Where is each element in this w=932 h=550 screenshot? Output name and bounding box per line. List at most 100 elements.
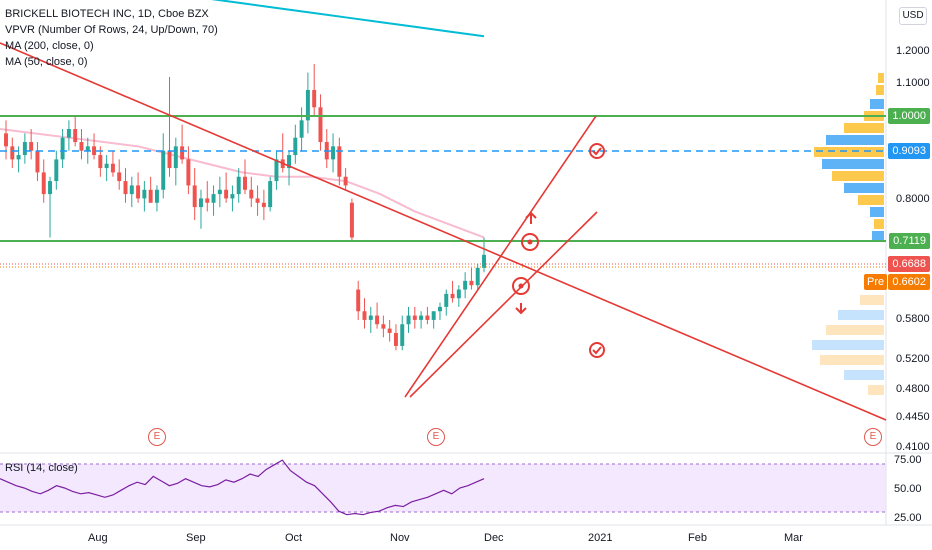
vpvr-bar — [822, 159, 884, 169]
support-price-label: 0.7119 — [889, 233, 930, 249]
candle-body — [268, 181, 273, 208]
candle-body — [431, 311, 436, 320]
candle-body — [387, 328, 392, 333]
rsi-tick: 25.00 — [894, 512, 922, 524]
candle-body — [161, 150, 166, 190]
candle-body — [110, 163, 115, 173]
time-tick: Mar — [784, 532, 803, 544]
channel-lower-line[interactable] — [409, 211, 598, 398]
price-tick: 1.2000 — [896, 45, 930, 57]
candle-body — [224, 189, 229, 199]
arrow-up-icon[interactable] — [525, 211, 537, 224]
rsi-line — [0, 459, 485, 516]
candle-body — [92, 146, 97, 156]
premarket-tag: Pre — [864, 274, 888, 290]
premarket-price-label: 0.6602 — [888, 274, 930, 290]
time-tick: 2021 — [588, 532, 612, 544]
candle-body — [331, 146, 336, 160]
candle-body — [211, 194, 216, 203]
candle-body — [475, 267, 480, 286]
price-tick: 0.8000 — [896, 193, 930, 205]
check-circle-icon[interactable] — [589, 143, 605, 159]
candle-body — [16, 155, 21, 160]
candle-body — [29, 142, 34, 151]
candle-body — [48, 181, 53, 195]
candle-body — [10, 146, 15, 160]
candle-body — [412, 315, 417, 320]
time-tick: Aug — [88, 532, 108, 544]
breakdown-target-icon[interactable] — [512, 277, 530, 295]
candle-body — [167, 150, 172, 169]
breakout-target-icon[interactable] — [521, 233, 539, 251]
candle-body — [287, 155, 292, 169]
candle-body — [362, 311, 367, 320]
symbol-title[interactable]: BRICKELL BIOTECH INC, 1D, Cboe BZX — [5, 8, 209, 20]
price-tick: 0.5800 — [896, 313, 930, 325]
price-axis[interactable]: 1.2000 1.1000 0.8000 0.5800 0.5200 0.480… — [896, 45, 930, 453]
candle-body — [425, 315, 430, 320]
vpvr-bar — [870, 207, 884, 217]
time-tick: Dec — [484, 532, 504, 544]
candle-body — [4, 133, 8, 147]
candle-body — [148, 189, 153, 203]
candle-body — [73, 129, 78, 143]
ma50-line — [0, 128, 485, 239]
candle-body — [243, 176, 247, 190]
last-price-label: 0.6688 — [888, 256, 930, 272]
candle-body — [236, 176, 241, 195]
currency-button[interactable]: USD — [899, 7, 927, 25]
candle-body — [463, 280, 468, 290]
vpvr-bar — [838, 310, 884, 320]
candle-body — [305, 89, 310, 121]
time-axis[interactable]: Aug Sep Oct Nov Dec 2021 Feb Mar — [88, 532, 803, 544]
main-pane[interactable] — [0, 0, 886, 453]
price-tick: 0.4100 — [896, 441, 930, 453]
candle-body — [400, 324, 405, 346]
earnings-icon[interactable]: E — [427, 428, 445, 446]
rsi-tick: 50.00 — [894, 483, 922, 495]
candle-body — [22, 142, 27, 156]
candle-body — [356, 289, 361, 312]
candle-body — [66, 129, 71, 138]
vpvr-bar — [844, 183, 884, 193]
candle-body — [274, 159, 279, 182]
candle-body — [117, 172, 122, 182]
resistance-price-label: 1.0000 — [888, 108, 930, 124]
earnings-icon[interactable]: E — [864, 428, 882, 446]
candle-body — [35, 150, 40, 173]
arrow-down-icon[interactable] — [515, 303, 527, 315]
moving-averages — [0, 0, 485, 239]
vpvr-bar — [844, 370, 884, 380]
vpvr-legend[interactable]: VPVR (Number Of Rows, 24, Up/Down, 70) — [5, 24, 218, 36]
rsi-legend[interactable]: RSI (14, close) — [5, 462, 78, 474]
vpvr-bar — [878, 73, 884, 83]
candle-body — [129, 185, 134, 195]
ma50-legend[interactable]: MA (50, close, 0) — [5, 56, 88, 68]
candle-body — [173, 146, 178, 169]
candle-body — [469, 280, 474, 286]
ma200-legend[interactable]: MA (200, close, 0) — [5, 40, 94, 52]
time-tick: Sep — [186, 532, 206, 544]
candle-body — [349, 202, 354, 238]
candle-body — [41, 172, 46, 195]
rsi-axis[interactable]: 75.00 50.00 25.00 — [894, 454, 922, 524]
check-circle-icon[interactable] — [589, 342, 605, 358]
vpvr-bar — [826, 325, 884, 335]
candle-body — [136, 185, 141, 199]
candle-body — [249, 189, 254, 199]
channel-upper-line[interactable] — [404, 115, 597, 398]
candlesticks — [4, 63, 486, 351]
candle-body — [456, 289, 461, 299]
downtrend-line[interactable] — [0, 42, 887, 421]
candle-body — [79, 142, 84, 151]
dashed-price-label: 0.9093 — [888, 143, 930, 159]
vpvr-bar — [872, 231, 884, 241]
vpvr-histogram — [812, 73, 884, 395]
earnings-icon[interactable]: E — [148, 428, 166, 446]
candle-body — [337, 146, 342, 177]
candle-body — [299, 120, 304, 138]
price-tick: 0.4450 — [896, 411, 930, 423]
vpvr-bar — [832, 171, 884, 181]
candle-body — [255, 198, 260, 203]
